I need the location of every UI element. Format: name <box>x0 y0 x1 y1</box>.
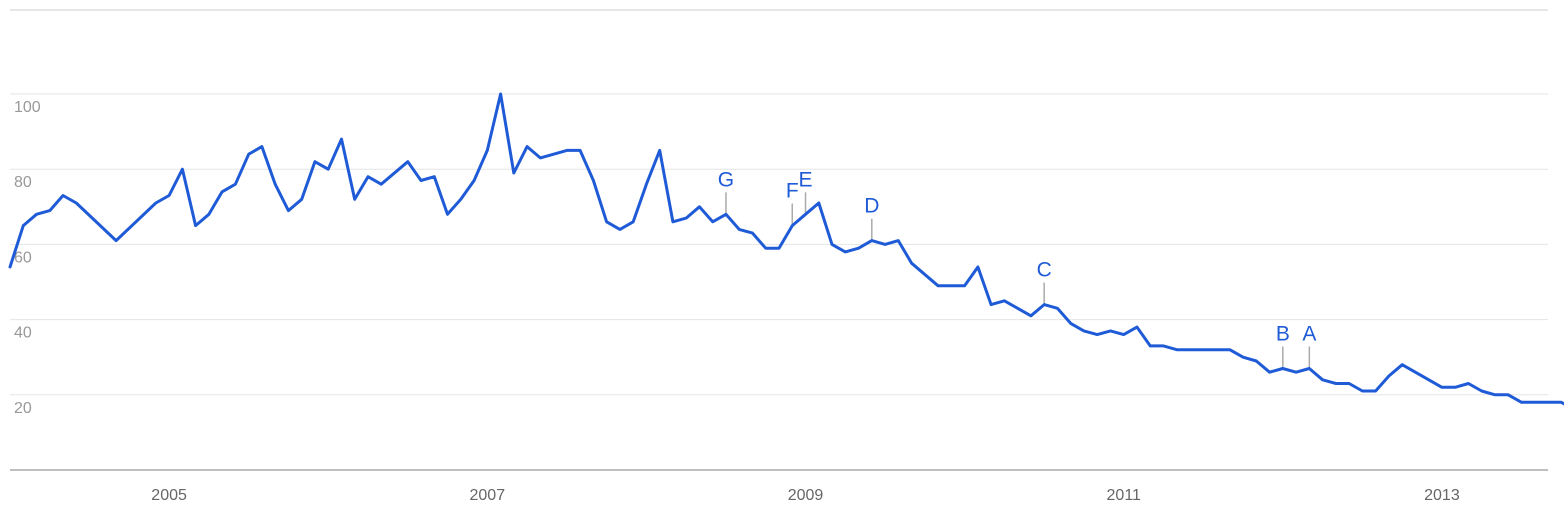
x-tick-label: 2007 <box>470 487 506 504</box>
y-tick-label: 20 <box>14 400 32 417</box>
x-tick-label: 2009 <box>788 487 824 504</box>
x-tick-label: 2005 <box>151 487 187 504</box>
y-tick-label: 80 <box>14 174 32 191</box>
x-tick-label: 2011 <box>1107 487 1142 504</box>
y-tick-label: 40 <box>14 325 32 342</box>
y-tick-label: 60 <box>14 249 32 266</box>
annotation-marker-a[interactable]: A <box>1302 322 1316 345</box>
annotation-marker-f[interactable]: F <box>786 180 799 203</box>
series-line[interactable] <box>8 92 1564 414</box>
x-axis-ticks: 2005 2007 2009 2011 2013 <box>151 487 1460 504</box>
y-tick-label: 100 <box>14 99 41 116</box>
annotation-marker-c[interactable]: C <box>1037 259 1052 282</box>
y-axis-ticks: 20 40 60 80 100 <box>14 99 41 417</box>
x-tick-label: 2013 <box>1424 487 1460 504</box>
annotation-marker-d[interactable]: D <box>864 195 879 218</box>
gridlines <box>10 93 1548 396</box>
annotation-labels: G F E D C B A <box>718 168 1317 345</box>
annotation-stems <box>725 192 1311 369</box>
annotation-marker-g[interactable]: G <box>718 168 734 191</box>
annotation-marker-e[interactable]: E <box>799 168 813 191</box>
annotation-marker-b[interactable]: B <box>1276 322 1290 345</box>
